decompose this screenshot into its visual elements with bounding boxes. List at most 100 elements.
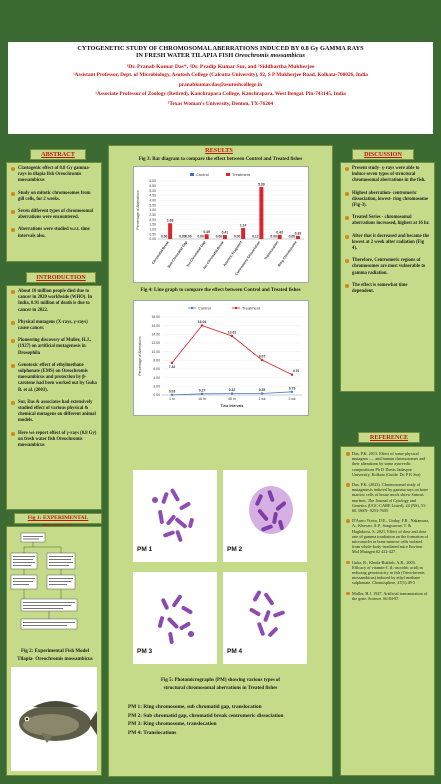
- reference-item: Das, P.K. (2023). Chromosomal study of m…: [346, 482, 430, 513]
- abstract-item: Study on mitotic chromosomes from gill c…: [11, 191, 97, 203]
- category-label: Chromatid Break: [151, 240, 170, 265]
- x-tick-label: 2 wk: [289, 397, 296, 401]
- abstract-item: Clastogenic effect of 0.8 Gy gamma-rays …: [11, 166, 97, 185]
- bar-treatment: [295, 235, 300, 239]
- bar-value-label: 0.41: [222, 231, 229, 235]
- point-value-label: 7.42: [169, 365, 176, 369]
- fig3-caption: Fig 3: Bar diagram to compare the effect…: [138, 157, 303, 162]
- bar-chart: Control Treatment0.000.501.001.502.002.50…: [136, 172, 304, 276]
- poster-title-line1: CYTOGENETIC STUDY OF CHROMOSOMAL ABERRAT…: [77, 45, 364, 52]
- reference-box: Das, P.K. 2013. Effect of some physical …: [340, 446, 435, 776]
- y-tick-label: 14.00: [152, 333, 161, 337]
- pm1-label: PM 1: [137, 546, 153, 553]
- reference-item: Das, P.K. 2013. Effect of some physical …: [346, 451, 430, 477]
- legend-marker: [190, 306, 194, 310]
- pm-description: PM 2: Sub chromatid gap, chromatid break…: [128, 712, 284, 719]
- pm-description: PM 3: Ring chromosome, translocation: [128, 721, 217, 727]
- authors: ¹Dr. Pranab Kumar Das*, ²Dr. Pradip Kuma…: [126, 64, 315, 71]
- category-label: Acentric Fragment: [222, 240, 243, 268]
- y-tick-label: 1.00: [149, 228, 156, 232]
- introduction-box: About 10 million people died due to canc…: [6, 285, 102, 510]
- legend-label: Treatment: [242, 306, 261, 311]
- fish-caption-line1: Fig 2: Experimental Fish Model: [20, 649, 90, 654]
- pm3-label: PM 3: [137, 648, 153, 655]
- legend-marker: [234, 306, 238, 310]
- fig5-caption-line1: Fig 5: Photomicrographs (PM) showing var…: [160, 678, 281, 683]
- reference-item: Guha, B., Khuda-Bukhsh, A.R., 2003. Effi…: [346, 560, 430, 586]
- bar-treatment: [222, 235, 227, 239]
- bar-treatment: [168, 223, 173, 239]
- protocol-flowchart: [10, 532, 78, 630]
- y-tick-label: 3.00: [149, 208, 156, 212]
- y-tick-label: 6.00: [153, 367, 160, 371]
- line-chart: Control Treatment 0.00 2.00 4.00 6.00 8.00 10.0…: [138, 306, 302, 408]
- x-tick-label: 16 hr: [198, 397, 207, 401]
- discussion-item: Therefore, Centromeric regions of chromo…: [345, 258, 430, 277]
- x-tick-label: 1 hr: [169, 397, 176, 401]
- intro-item: Pioneering discovery of Muller, H.J., (1…: [11, 338, 97, 357]
- abstract-item: Seven different types of chromosomal abe…: [11, 209, 97, 221]
- abstract-box: Clastogenic effect of 0.8 Gy gamma-rays …: [6, 162, 102, 262]
- bar-value-label: 0.00: [289, 234, 296, 238]
- fish-caption-line2: Tilapia- Oreochromis mossambicus: [17, 657, 93, 662]
- point-value-label: 0.27: [199, 388, 206, 392]
- point-value-label: 16.04: [198, 320, 207, 324]
- poster-title-line2-prefix: IN FRESH WATER TILAPIA FISH: [135, 52, 235, 60]
- point-treatment: [260, 358, 264, 362]
- y-tick-label: 5.00: [149, 189, 156, 193]
- point-control: [230, 392, 234, 395]
- discussion-item: After that it decreased and became the l…: [345, 234, 430, 253]
- legend-swatch: [226, 173, 230, 176]
- intro-item: Here we report effect of γ-rays (0.8 Gy)…: [11, 431, 97, 450]
- y-tick-label: 6.00: [149, 179, 156, 183]
- point-control: [290, 390, 294, 394]
- y-tick-label: 16.00: [152, 324, 161, 328]
- category-label: Iso Chromatid Break: [202, 240, 224, 270]
- bar-value-label: 5.39: [258, 182, 265, 186]
- bar-value-label: 0.00: [179, 234, 186, 238]
- protocol-title: Fig 1: EXPERIMENTAL PROTOCOL: [14, 513, 102, 530]
- y-tick-label: 0.00: [149, 237, 156, 241]
- fig4-caption: Fig 4: Line graph to compare the effect …: [140, 288, 301, 293]
- point-value-label: 0.73: [289, 386, 296, 390]
- bar-value-label: 0.33: [295, 231, 302, 235]
- email: pranabkumar.das@asutoshcollege.in: [178, 81, 263, 88]
- y-tick-label: 8.00: [153, 359, 160, 363]
- reference-item: Muller, H.J. 1927. Artificial transmutat…: [346, 591, 430, 601]
- legend-label: Treatment: [232, 172, 251, 177]
- pm-description: PM 1: Ring chromosome, sub chromatid gap…: [128, 704, 262, 710]
- point-value-label: 4.70: [293, 369, 300, 373]
- point-control: [260, 392, 264, 395]
- category-label: Iso Chromatid Gap: [186, 240, 207, 267]
- y-tick-label: 18.00: [152, 315, 161, 319]
- line-chart-box: Control Treatment 0.00 2.00 4.00 6.00 8.00 10.0…: [133, 300, 309, 416]
- point-value-label: 0.35: [259, 388, 266, 392]
- y-tick-label: 4.00: [153, 376, 160, 380]
- legend-label: Control: [196, 172, 209, 177]
- discussion-item: The effect is somewhat time dependent.: [345, 283, 430, 295]
- protocol-box: Fig 2: Experimental Fish Model Tilapia- …: [6, 526, 102, 776]
- affiliation-1: ¹Assistant Professor, Dept. of Microbiol…: [73, 72, 368, 79]
- bar-chart-box: Control Treatment 0.00 0.50 1.00 1.50 2.00 2.50…: [133, 166, 309, 283]
- point-control: [170, 393, 174, 397]
- pm1-chromosomes: [152, 488, 194, 542]
- pm-description: PM 4: Translocations: [128, 729, 177, 736]
- bar-value-label: 0.00: [197, 234, 204, 238]
- y-tick-label: 2.00: [149, 218, 156, 222]
- discussion-item: Treated Series - chromosomal aberrations…: [345, 215, 430, 227]
- y-axis-label: Percentage of Aberrations: [138, 336, 142, 376]
- photomicrograph-1: PM 1: [133, 470, 217, 562]
- intro-item: About 10 million people died due to canc…: [11, 289, 97, 314]
- point-value-label: 13.61: [228, 331, 237, 335]
- pm-description-list: PM 1: Ring chromosome, sub chromatid gap…: [128, 703, 330, 737]
- intro-item: Genotoxic effect of ethylmethane sulphon…: [11, 363, 97, 394]
- category-label: Ring Chromosome: [277, 240, 298, 267]
- y-tick-label: 3.50: [149, 203, 156, 207]
- y-tick-label: 0.50: [149, 232, 156, 236]
- bar-value-label: 1.63: [167, 219, 174, 223]
- reference-title: REFERENCE: [358, 432, 420, 443]
- bar-treatment: [204, 234, 209, 239]
- fish-photo: [11, 667, 97, 771]
- point-value-label: 8.07: [259, 355, 266, 359]
- y-tick-label: 4.00: [149, 199, 156, 203]
